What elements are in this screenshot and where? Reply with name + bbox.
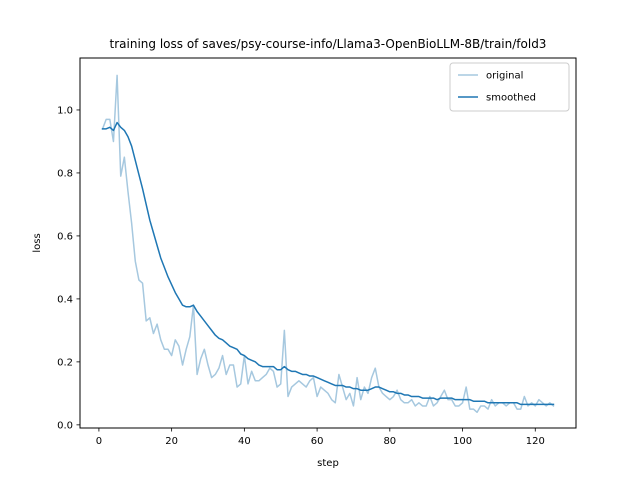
x-tick-label: 20 [165, 436, 178, 447]
y-axis-ticks: 0.0 0.2 0.4 0.6 0.8 1.0 [57, 105, 80, 431]
legend-label-original: original [486, 71, 523, 82]
y-tick-label: 0.6 [57, 231, 73, 242]
x-tick-label: 80 [383, 436, 396, 447]
series-line-smoothed [101, 121, 555, 406]
axes-background [80, 58, 576, 428]
x-tick-label: 40 [238, 436, 251, 447]
series-layer [101, 74, 555, 414]
y-tick-label: 0.2 [57, 357, 73, 368]
y-tick-label: 0.4 [57, 294, 73, 305]
x-axis-label: step [317, 458, 339, 469]
y-tick-label: 1.0 [57, 105, 73, 116]
x-tick-label: 100 [453, 436, 472, 447]
legend: original smoothed [449, 62, 570, 112]
x-tick-label: 60 [311, 436, 324, 447]
plot-area [79, 57, 577, 429]
legend-label-smoothed: smoothed [486, 93, 536, 104]
series-line-original [101, 74, 555, 414]
axes-frame [79, 57, 577, 429]
y-tick-label: 0.0 [57, 420, 73, 431]
x-tick-label: 0 [96, 436, 102, 447]
legend-box [449, 62, 570, 112]
y-tick-label: 0.8 [57, 168, 73, 179]
chart-title: training loss of saves/psy-course-info/L… [110, 37, 547, 51]
y-axis-label: loss [32, 233, 43, 252]
x-tick-label: 120 [526, 436, 545, 447]
x-axis-ticks: 0 20 40 60 80 100 120 [96, 428, 545, 447]
